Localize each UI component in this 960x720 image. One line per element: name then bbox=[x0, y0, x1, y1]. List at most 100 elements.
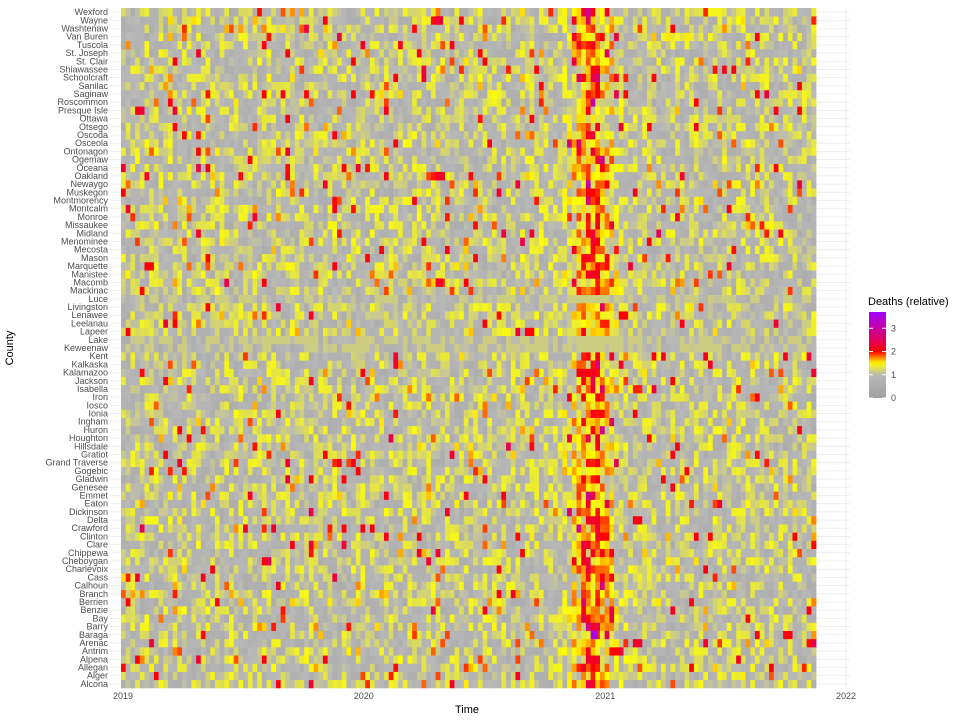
heatmap-cell bbox=[182, 556, 188, 566]
heatmap-cell bbox=[684, 589, 690, 599]
heatmap-cell bbox=[811, 491, 817, 500]
heatmap-cell bbox=[618, 556, 624, 566]
heatmap-cell bbox=[797, 450, 803, 459]
heatmap-cell bbox=[491, 679, 498, 689]
heatmap-cell bbox=[543, 630, 549, 640]
heatmap-cell bbox=[337, 507, 343, 517]
heatmap-cell bbox=[421, 474, 427, 484]
heatmap-cell bbox=[722, 663, 728, 672]
heatmap-cell bbox=[684, 581, 690, 590]
heatmap-cell bbox=[698, 491, 704, 500]
heatmap-cell bbox=[257, 466, 263, 476]
heatmap-cell bbox=[712, 556, 718, 566]
heatmap-cell bbox=[337, 466, 343, 476]
heatmap-cell bbox=[726, 417, 732, 427]
heatmap-cell bbox=[712, 622, 718, 631]
heatmap-cell bbox=[585, 597, 591, 607]
heatmap-cell bbox=[383, 466, 390, 476]
heatmap-cell bbox=[778, 524, 784, 533]
heatmap-cell bbox=[186, 474, 192, 484]
heatmap-cell bbox=[628, 556, 634, 566]
heatmap-cell bbox=[515, 638, 521, 648]
heatmap-cell bbox=[675, 565, 681, 574]
heatmap-cell bbox=[618, 532, 624, 541]
heatmap-cell bbox=[167, 515, 174, 525]
heatmap-cell bbox=[449, 458, 455, 468]
heatmap-cell bbox=[599, 622, 606, 631]
heatmap-cell bbox=[388, 417, 394, 427]
heatmap-cell bbox=[764, 483, 770, 492]
heatmap-cell bbox=[435, 515, 441, 525]
heatmap-cell bbox=[642, 425, 648, 435]
heatmap-cell bbox=[576, 507, 582, 517]
heatmap-cell bbox=[214, 630, 221, 640]
heatmap-cell bbox=[661, 524, 667, 533]
heatmap-cell bbox=[233, 491, 239, 500]
heatmap-cell bbox=[214, 548, 221, 558]
heatmap-cell bbox=[797, 597, 803, 607]
heatmap-cell bbox=[637, 458, 643, 468]
heatmap-cell bbox=[585, 515, 591, 525]
heatmap-cell bbox=[261, 524, 267, 533]
heatmap-cell bbox=[332, 425, 338, 435]
heatmap-cell bbox=[233, 466, 239, 476]
heatmap-cell bbox=[491, 458, 498, 468]
heatmap-cell bbox=[778, 458, 784, 468]
heatmap-cell bbox=[304, 581, 310, 590]
heatmap-cell bbox=[468, 524, 474, 533]
heatmap-cell bbox=[158, 409, 164, 418]
heatmap-cell bbox=[398, 515, 404, 525]
heatmap-cell bbox=[430, 573, 437, 582]
heatmap-cell bbox=[524, 524, 530, 533]
heatmap-cell bbox=[543, 663, 549, 672]
heatmap-cell bbox=[454, 425, 460, 435]
heatmap-cell bbox=[318, 450, 324, 459]
heatmap-cell bbox=[731, 597, 737, 607]
heatmap-cell bbox=[740, 524, 746, 533]
heatmap-cell bbox=[445, 532, 451, 541]
heatmap-cell bbox=[510, 565, 516, 574]
heatmap-cell bbox=[351, 663, 357, 672]
heatmap-cell bbox=[393, 679, 399, 689]
heatmap-cell bbox=[266, 565, 272, 574]
heatmap-cell bbox=[642, 532, 648, 541]
heatmap-cell bbox=[754, 548, 761, 558]
heatmap-cell bbox=[487, 671, 493, 681]
heatmap-cell bbox=[614, 679, 620, 689]
heatmap-cell bbox=[163, 589, 169, 599]
heatmap-cell bbox=[783, 597, 789, 607]
heatmap-cell bbox=[707, 630, 714, 640]
heatmap-cell bbox=[449, 622, 455, 631]
heatmap-cell bbox=[806, 442, 812, 451]
heatmap-cell bbox=[609, 474, 615, 484]
heatmap-cell bbox=[346, 425, 352, 435]
heatmap-cell bbox=[543, 638, 549, 648]
heatmap-cell bbox=[679, 417, 685, 427]
heatmap-cell bbox=[243, 671, 249, 681]
heatmap-cell bbox=[421, 630, 427, 640]
heatmap-cell bbox=[416, 556, 422, 566]
heatmap-cell bbox=[740, 499, 746, 509]
heatmap-cell bbox=[764, 565, 770, 574]
heatmap-cell bbox=[351, 548, 357, 558]
heatmap-cell bbox=[726, 606, 732, 615]
heatmap-cell bbox=[360, 663, 366, 672]
heatmap-cell bbox=[661, 458, 667, 468]
heatmap-cell bbox=[144, 499, 150, 509]
heatmap-cell bbox=[520, 671, 526, 681]
heatmap-cell bbox=[200, 450, 206, 459]
heatmap-cell bbox=[740, 573, 746, 582]
heatmap-cell bbox=[247, 655, 253, 664]
heatmap-cell bbox=[477, 606, 483, 615]
heatmap-cell bbox=[703, 630, 709, 640]
heatmap-cell bbox=[769, 647, 775, 656]
heatmap-cell bbox=[158, 499, 164, 509]
heatmap-cell bbox=[214, 597, 221, 607]
heatmap-cell bbox=[398, 425, 404, 435]
heatmap-cell bbox=[290, 622, 296, 631]
heatmap-cell bbox=[299, 655, 305, 664]
heatmap-cell bbox=[618, 671, 624, 681]
heatmap-cell bbox=[576, 540, 582, 550]
heatmap-cell bbox=[797, 491, 803, 500]
heatmap-cell bbox=[412, 638, 418, 648]
